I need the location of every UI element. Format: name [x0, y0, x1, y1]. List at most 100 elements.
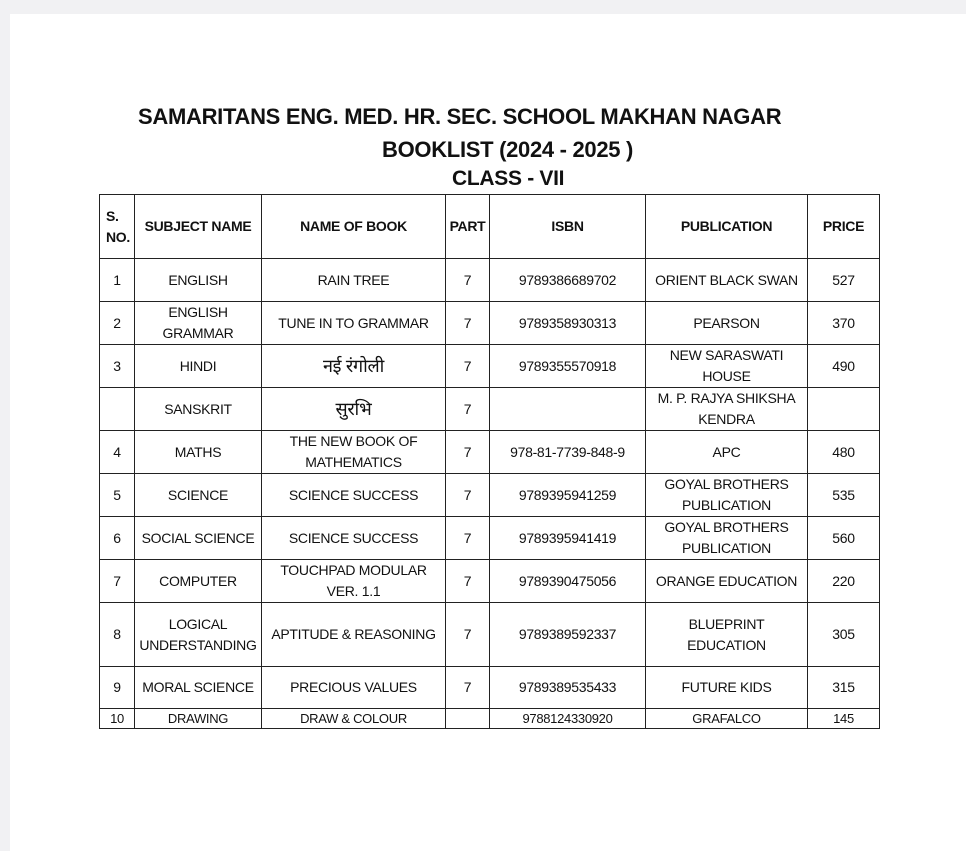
cell-subject: SCIENCE — [134, 473, 262, 517]
cell-book: THE NEW BOOK OF MATHEMATICS — [261, 430, 446, 474]
cell-subject: HINDI — [134, 344, 262, 388]
cell-sno: 9 — [99, 666, 135, 709]
cell-isbn: 9789390475056 — [489, 559, 646, 603]
cell-publication: NEW SARASWATI HOUSE — [645, 344, 808, 388]
table-row: 10 DRAWING DRAW & COLOUR 9788124330920 GRAFA… — [99, 708, 880, 729]
school-name-title: SAMARITANS ENG. MED. HR. SEC. SCHOOL MAK… — [138, 104, 782, 129]
cell-book: SCIENCE SUCCESS — [261, 516, 446, 560]
cell-subject: SANSKRIT — [134, 387, 262, 431]
cell-publication: ORANGE EDUCATION — [645, 559, 808, 603]
cell-sno: 10 — [99, 708, 135, 729]
cell-price: 560 — [807, 516, 880, 560]
cell-sno: 2 — [99, 301, 135, 345]
cell-isbn: 9788124330920 — [489, 708, 646, 729]
cell-isbn: 9789358930313 — [489, 301, 646, 345]
cell-sno: 6 — [99, 516, 135, 560]
cell-book: PRECIOUS VALUES — [261, 666, 446, 709]
cell-sno: 1 — [99, 258, 135, 302]
cell-subject: LOGICAL UNDERSTANDING — [134, 602, 262, 667]
cell-part: 7 — [445, 602, 490, 667]
cell-isbn — [489, 387, 646, 431]
cell-book: सुरभि — [261, 387, 446, 431]
cell-isbn: 9789395941259 — [489, 473, 646, 517]
cell-price: 145 — [807, 708, 880, 729]
table-row: 2 ENGLISH GRAMMAR TUNE IN TO GRAMMAR 7 97893… — [99, 301, 880, 345]
cell-isbn: 9789386689702 — [489, 258, 646, 302]
cell-isbn: 9789355570918 — [489, 344, 646, 388]
header-price: PRICE — [807, 194, 880, 259]
cell-part: 7 — [445, 430, 490, 474]
cell-part: 7 — [445, 387, 490, 431]
cell-subject: MORAL SCIENCE — [134, 666, 262, 709]
cell-part: 7 — [445, 344, 490, 388]
table-row: SANSKRIT सुरभि 7 M. P. RAJYA SHIKSHA KENDRA — [99, 387, 880, 431]
cell-publication: APC — [645, 430, 808, 474]
cell-isbn: 9789389592337 — [489, 602, 646, 667]
cell-publication: GRAFALCO — [645, 708, 808, 729]
cell-publication: M. P. RAJYA SHIKSHA KENDRA — [645, 387, 808, 431]
table-row: 8 LOGICAL UNDERSTANDING APTITUDE & REASONI… — [99, 602, 880, 667]
cell-isbn: 978-81-7739-848-9 — [489, 430, 646, 474]
cell-subject: SOCIAL SCIENCE — [134, 516, 262, 560]
cell-book: नई रंगोली — [261, 344, 446, 388]
cell-sno: 3 — [99, 344, 135, 388]
booklist-year-title: BOOKLIST (2024 - 2025 ) — [382, 137, 634, 162]
table-row: 5 SCIENCE SCIENCE SUCCESS 7 9789395941259 GOY… — [99, 473, 880, 517]
cell-price: 480 — [807, 430, 880, 474]
header-subject: SUBJECT NAME — [134, 194, 262, 259]
cell-subject: COMPUTER — [134, 559, 262, 603]
header-sno: S. NO. — [99, 194, 135, 259]
cell-book: DRAW & COLOUR — [261, 708, 446, 729]
cell-part: 7 — [445, 516, 490, 560]
cell-sno: 5 — [99, 473, 135, 517]
table-row: 1 ENGLISH RAIN TREE 7 9789386689702 ORIENT BL… — [99, 258, 880, 302]
header-publication: PUBLICATION — [645, 194, 808, 259]
cell-book: TOUCHPAD MODULAR VER. 1.1 — [261, 559, 446, 603]
cell-price: 220 — [807, 559, 880, 603]
cell-subject: DRAWING — [134, 708, 262, 729]
table-row: 9 MORAL SCIENCE PRECIOUS VALUES 7 9789389535… — [99, 666, 880, 709]
cell-part: 7 — [445, 301, 490, 345]
cell-part: 7 — [445, 473, 490, 517]
cell-part — [445, 708, 490, 729]
cell-price: 527 — [807, 258, 880, 302]
cell-book: TUNE IN TO GRAMMAR — [261, 301, 446, 345]
cell-isbn: 9789389535433 — [489, 666, 646, 709]
cell-price: 535 — [807, 473, 880, 517]
cell-publication: FUTURE KIDS — [645, 666, 808, 709]
header-isbn: ISBN — [489, 194, 646, 259]
cell-publication: BLUEPRINT EDUCATION — [645, 602, 808, 667]
cell-price — [807, 387, 880, 431]
cell-part: 7 — [445, 666, 490, 709]
cell-sno: 7 — [99, 559, 135, 603]
table-row: 3 HINDI नई रंगोली 7 9789355570918 NEW SARASWA… — [99, 344, 880, 388]
cell-subject: ENGLISH — [134, 258, 262, 302]
table-row: 6 SOCIAL SCIENCE SCIENCE SUCCESS 7 978939594… — [99, 516, 880, 560]
cell-price: 370 — [807, 301, 880, 345]
cell-publication: GOYAL BROTHERS PUBLICATION — [645, 516, 808, 560]
booklist-table: S. NO. SUBJECT NAME NAME OF BOOK PART IS… — [99, 194, 880, 729]
table-row: 4 MATHS THE NEW BOOK OF MATHEMATICS 7 978-81… — [99, 430, 880, 474]
cell-sno — [99, 387, 135, 431]
header-book: NAME OF BOOK — [261, 194, 446, 259]
cell-part: 7 — [445, 559, 490, 603]
cell-book: RAIN TREE — [261, 258, 446, 302]
header-part: PART — [445, 194, 490, 259]
cell-publication: GOYAL BROTHERS PUBLICATION — [645, 473, 808, 517]
cell-sno: 8 — [99, 602, 135, 667]
cell-publication: ORIENT BLACK SWAN — [645, 258, 808, 302]
cell-sno: 4 — [99, 430, 135, 474]
table-header-row: S. NO. SUBJECT NAME NAME OF BOOK PART IS… — [99, 194, 880, 259]
cell-part: 7 — [445, 258, 490, 302]
class-title: CLASS - VII — [452, 167, 565, 190]
table-row: 7 COMPUTER TOUCHPAD MODULAR VER. 1.1 7 97893… — [99, 559, 880, 603]
cell-subject: ENGLISH GRAMMAR — [134, 301, 262, 345]
cell-price: 305 — [807, 602, 880, 667]
cell-isbn: 9789395941419 — [489, 516, 646, 560]
cell-price: 490 — [807, 344, 880, 388]
cell-subject: MATHS — [134, 430, 262, 474]
cell-publication: PEARSON — [645, 301, 808, 345]
cell-book: SCIENCE SUCCESS — [261, 473, 446, 517]
cell-price: 315 — [807, 666, 880, 709]
cell-book: APTITUDE & REASONING — [261, 602, 446, 667]
